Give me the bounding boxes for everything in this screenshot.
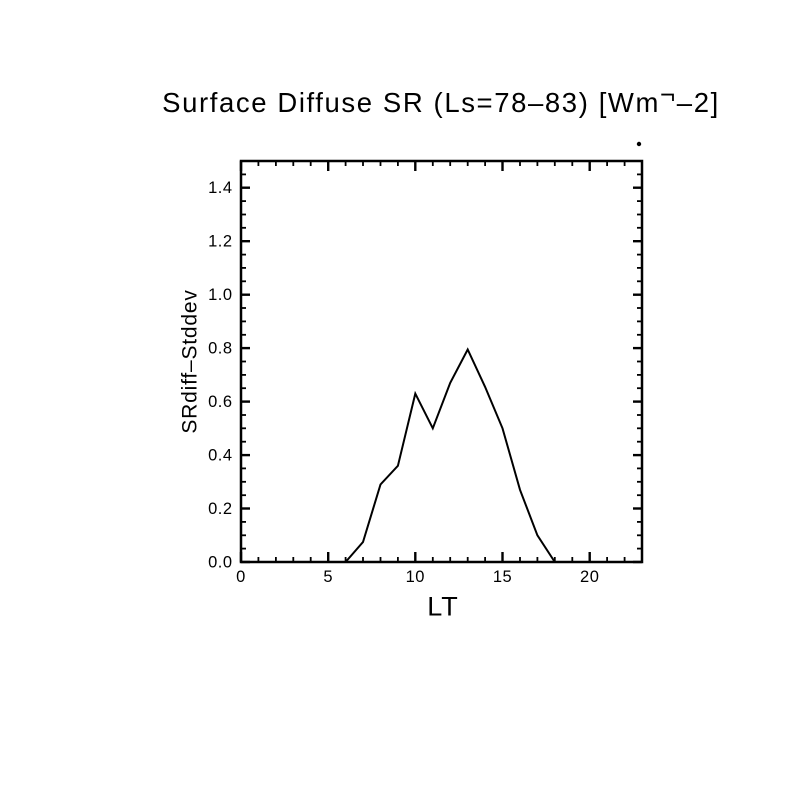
svg-text:1.0: 1.0 <box>208 286 232 304</box>
svg-text:SRdiff–Stddev: SRdiff–Stddev <box>179 289 202 433</box>
svg-text:1.2: 1.2 <box>208 233 232 251</box>
svg-text:0.4: 0.4 <box>208 447 232 465</box>
svg-text:0: 0 <box>236 568 246 586</box>
svg-text:10: 10 <box>406 568 425 586</box>
svg-text:LT: LT <box>427 592 459 622</box>
svg-text:0.0: 0.0 <box>208 554 232 572</box>
svg-text:5: 5 <box>323 568 333 586</box>
svg-text:15: 15 <box>493 568 512 586</box>
svg-text:20: 20 <box>580 568 599 586</box>
svg-text:0.8: 0.8 <box>208 340 232 358</box>
svg-text:1.4: 1.4 <box>208 179 232 197</box>
svg-text:0.6: 0.6 <box>208 393 232 411</box>
svg-text:0.2: 0.2 <box>208 500 232 518</box>
